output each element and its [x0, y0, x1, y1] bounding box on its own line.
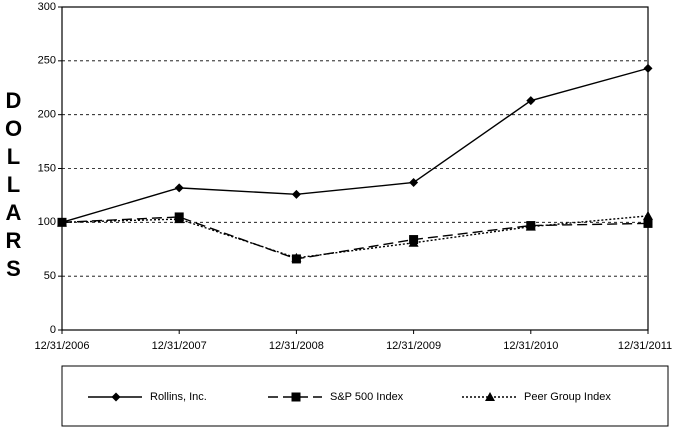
- y-tick-label: 100: [38, 216, 56, 228]
- data-point: [57, 217, 67, 227]
- plot-frame: [61, 6, 649, 331]
- legend-marker: [485, 392, 495, 401]
- y-tick-label: 150: [38, 162, 56, 174]
- data-point: [643, 63, 653, 73]
- y-tick-label: 300: [38, 1, 56, 13]
- legend-label: S&P 500 Index: [330, 391, 404, 403]
- data-point: [525, 221, 536, 231]
- legend-label: Peer Group Index: [524, 391, 611, 403]
- x-tick-label: 12/31/2009: [386, 340, 441, 352]
- series-line: [61, 67, 649, 224]
- data-point: [174, 214, 185, 224]
- data-point: [408, 237, 419, 247]
- data-point: [291, 252, 302, 262]
- legend-box: [61, 365, 669, 427]
- x-tick-label: 12/31/2007: [152, 340, 207, 352]
- series-line: [61, 215, 649, 259]
- series-line: [61, 216, 649, 260]
- data-point: [643, 210, 653, 220]
- data-point: [291, 189, 301, 199]
- x-tick-label: 12/31/2010: [503, 340, 558, 352]
- x-tick-label: 12/31/2011: [618, 340, 672, 352]
- data-point: [526, 96, 536, 106]
- y-tick-label: 50: [44, 270, 56, 282]
- y-tick-label: 200: [38, 109, 56, 121]
- y-tick-label: 0: [50, 324, 56, 336]
- legend-marker: [291, 392, 301, 402]
- x-tick-label: 12/31/2006: [34, 340, 89, 352]
- data-point: [409, 177, 419, 187]
- y-axis-label: DOLLARS: [1, 88, 26, 284]
- data-point: [174, 183, 184, 193]
- legend-label: Rollins, Inc.: [150, 391, 207, 403]
- y-tick-label: 250: [38, 55, 56, 67]
- data-point: [643, 218, 653, 228]
- legend-marker: [111, 392, 121, 402]
- x-tick-label: 12/31/2008: [269, 340, 324, 352]
